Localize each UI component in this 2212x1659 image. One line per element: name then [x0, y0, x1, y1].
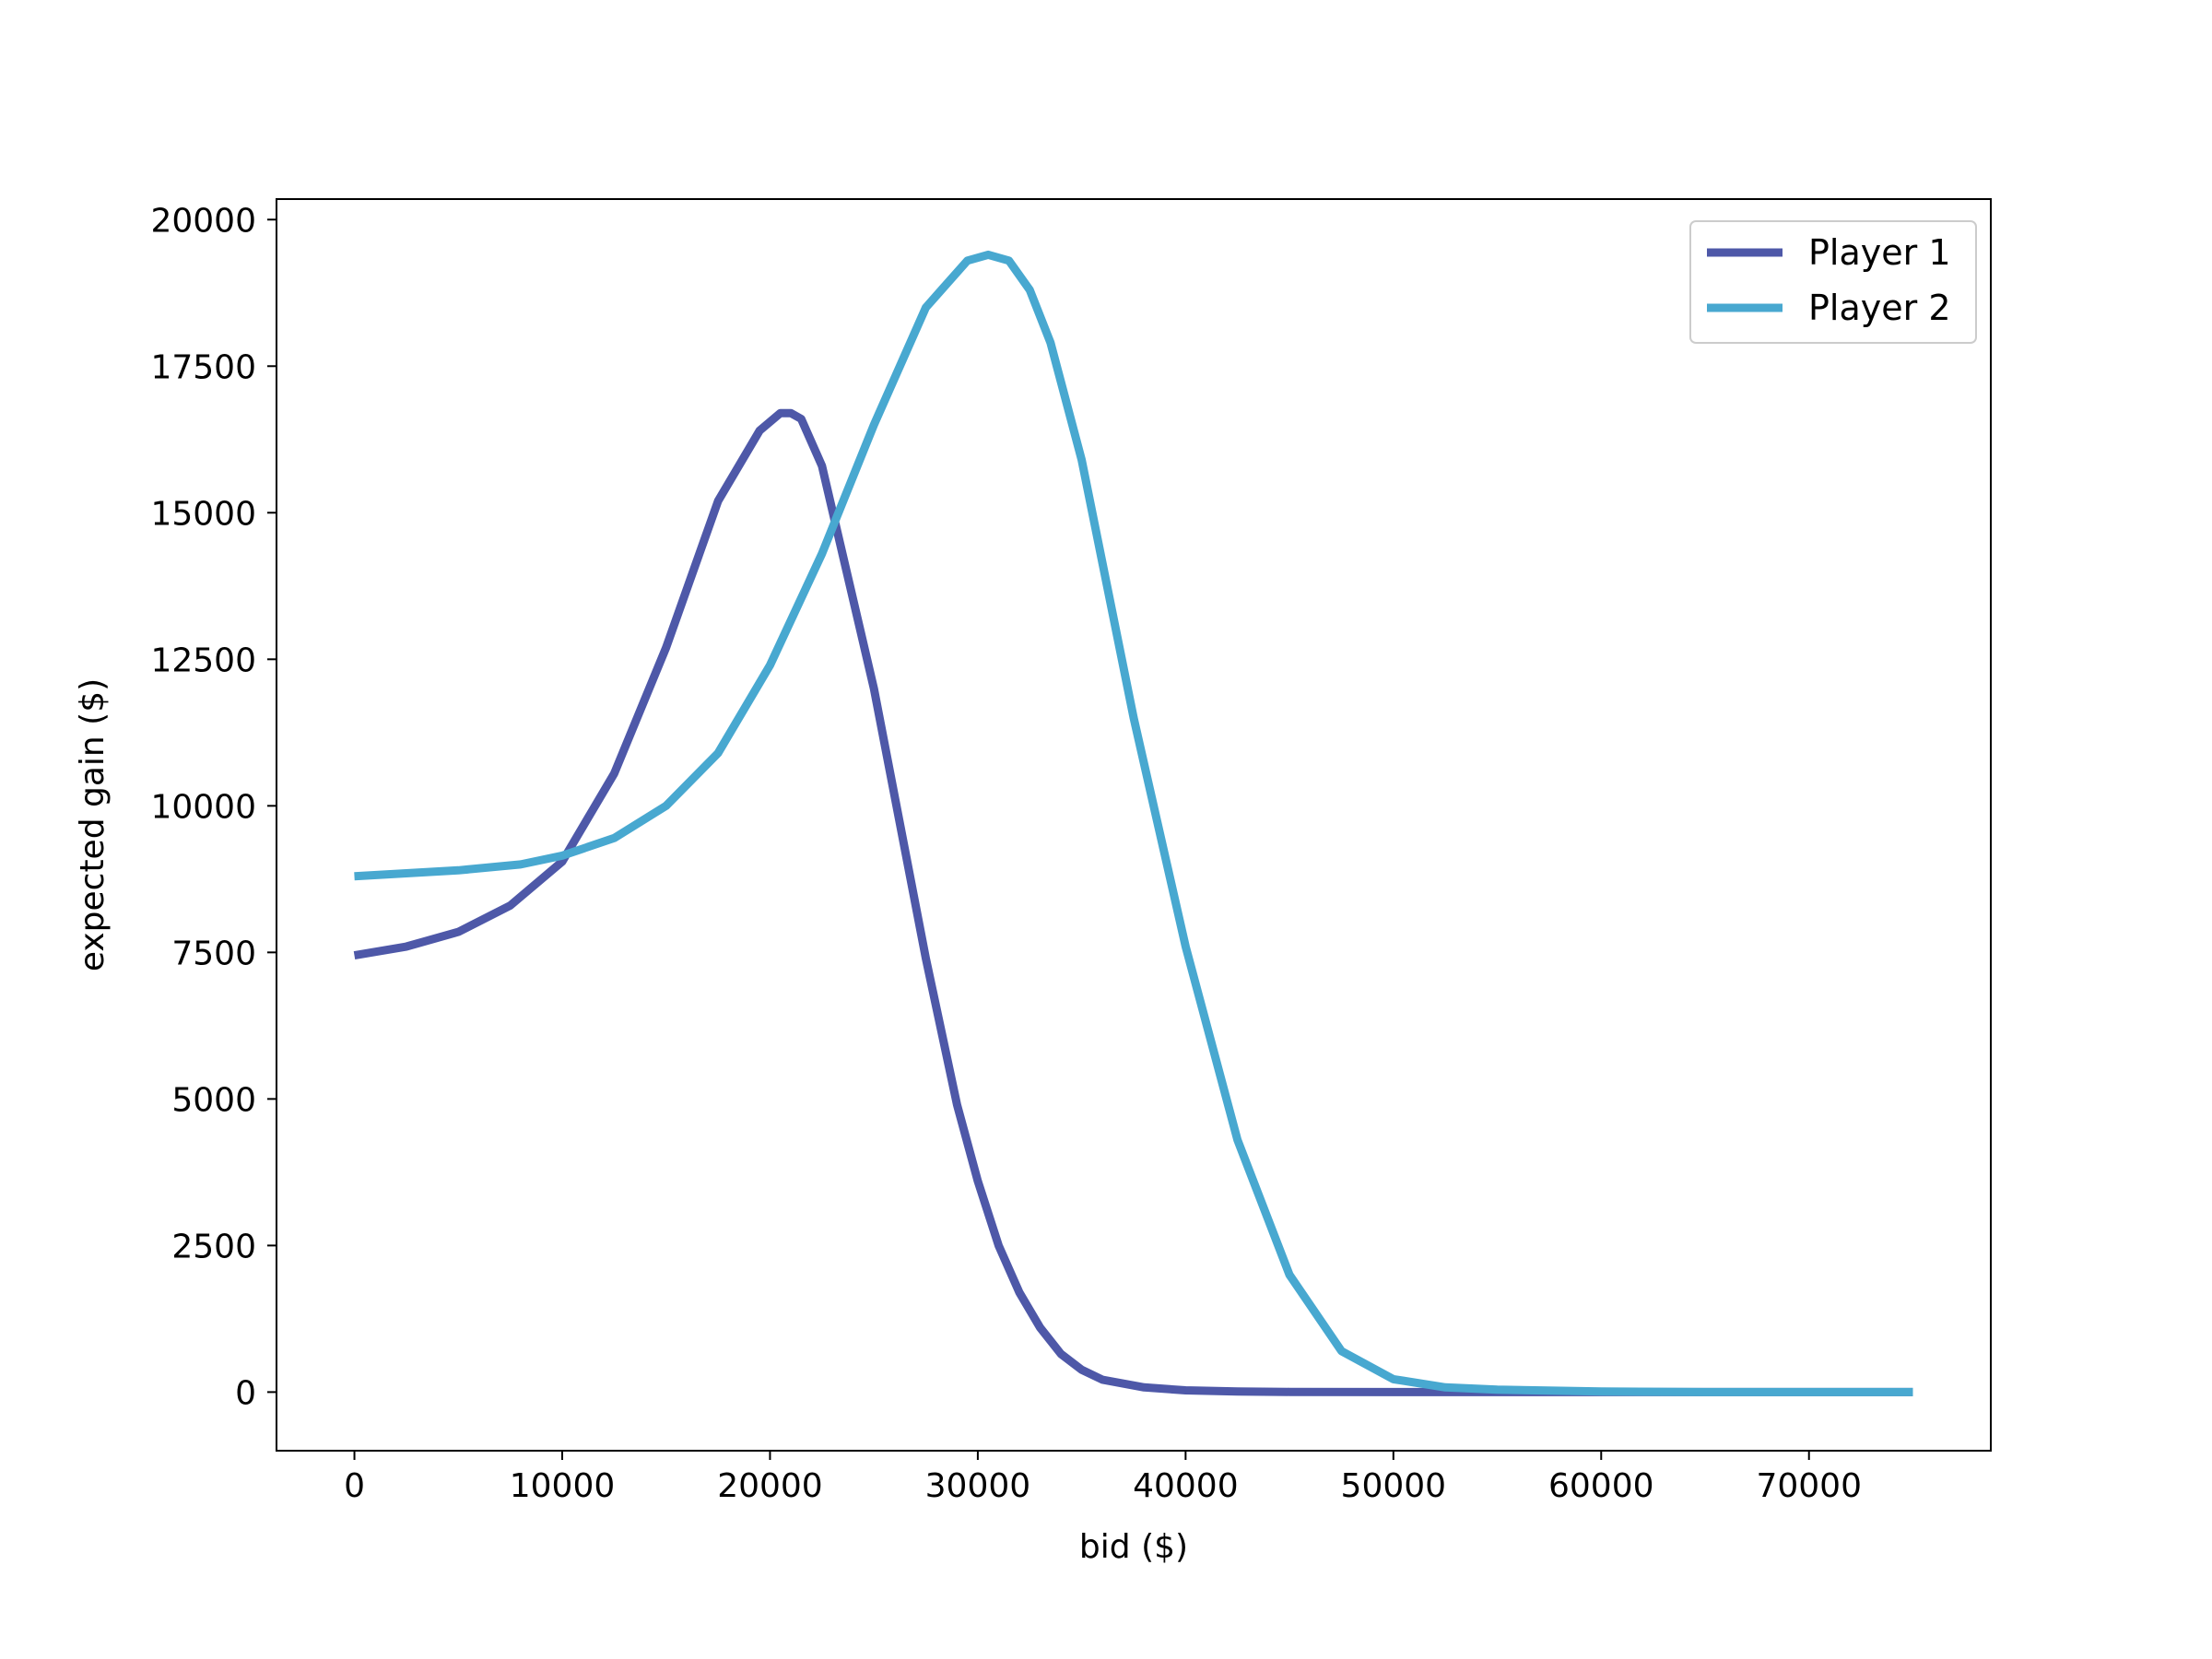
x-tick-label: 30000	[925, 1467, 1031, 1505]
y-tick-label: 0	[235, 1374, 256, 1412]
y-tick-label: 7500	[171, 935, 256, 972]
y-tick-label: 15000	[150, 495, 256, 533]
y-tick-label: 17500	[150, 348, 256, 386]
x-tick-label: 70000	[1756, 1467, 1862, 1505]
x-tick-label: 50000	[1341, 1467, 1447, 1505]
series-line-player-1	[353, 408, 1913, 1396]
x-tick-label: 40000	[1133, 1467, 1239, 1505]
legend-label-player-2: Player 2	[1808, 288, 1951, 328]
plot-frame	[276, 198, 1992, 1452]
legend-label-player-1: Player 1	[1808, 232, 1951, 273]
series-line-player-2	[354, 250, 1913, 1396]
y-tick-label: 10000	[150, 788, 256, 826]
plot-layer	[353, 250, 1913, 1396]
y-tick-label: 5000	[171, 1081, 256, 1119]
x-tick-label: 60000	[1548, 1467, 1654, 1505]
y-tick-label: 2500	[171, 1228, 256, 1265]
y-axis: 0 2500 5000 7500 10000 12500 15000 17500 20000	[150, 202, 276, 1412]
x-axis: 0 10000 20000 30000 40000 50000 60000 70000	[344, 1451, 1862, 1505]
y-axis-label: expected gain ($)	[74, 678, 112, 971]
y-tick-label: 12500	[150, 641, 256, 679]
x-tick-label: 20000	[717, 1467, 823, 1505]
x-axis-label: bid ($)	[1079, 1528, 1188, 1566]
y-tick-label: 20000	[150, 202, 256, 240]
x-tick-label: 0	[344, 1467, 365, 1505]
legend: Player 1 Player 2	[1689, 220, 1977, 344]
x-tick-label: 10000	[510, 1467, 616, 1505]
